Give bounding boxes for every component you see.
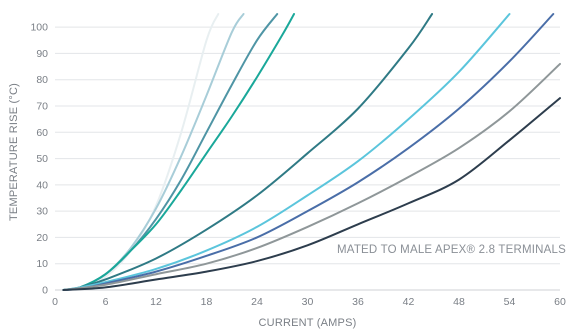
- y-tick-label: 0: [42, 285, 48, 297]
- x-tick-label: 6: [103, 296, 109, 308]
- tick-labels: 0 10 20 30 40 50 60 70 80 90 100 0 6 12 18 24 30 36 42 48 54…: [30, 22, 566, 308]
- y-tick-label: 80: [36, 74, 48, 86]
- y-tick-label: 100: [30, 22, 48, 34]
- y-tick-label: 40: [36, 179, 48, 191]
- series-line-8: [62, 62, 561, 291]
- y-axis-title: TEMPERATURE RISE (°C): [8, 83, 20, 221]
- x-tick-label: 12: [150, 296, 162, 308]
- y-tick-label: 20: [36, 232, 48, 244]
- terminal-annotation: MATED TO MALE APEX® 2.8 TERMINALS: [337, 244, 566, 256]
- series-line-4: [62, 13, 296, 291]
- grid: [55, 26, 560, 265]
- series-line-9: [62, 97, 561, 291]
- series-line-1: [62, 13, 220, 291]
- x-tick-label: 36: [352, 296, 364, 308]
- series-line-3: [62, 13, 279, 291]
- y-tick-label: 70: [36, 101, 48, 113]
- y-tick-label: 90: [36, 48, 48, 60]
- y-tick-label: 50: [36, 153, 48, 165]
- x-tick-label: 48: [453, 296, 465, 308]
- series-line-6: [62, 13, 511, 291]
- x-tick-label: 42: [403, 296, 415, 308]
- y-tick-label: 60: [36, 127, 48, 139]
- x-tick-label: 18: [201, 296, 213, 308]
- x-tick-label: 24: [251, 296, 263, 308]
- x-tick-label: 54: [504, 296, 516, 308]
- x-tick-label: 60: [554, 296, 566, 308]
- x-axis-title: CURRENT (AMPS): [259, 317, 357, 329]
- series-line-2: [62, 13, 245, 291]
- y-tick-label: 10: [36, 258, 48, 270]
- series-line-7: [62, 13, 555, 291]
- x-tick-label: 30: [302, 296, 314, 308]
- y-tick-label: 30: [36, 206, 48, 218]
- series-layer: [62, 13, 561, 291]
- x-tick-label: 0: [52, 296, 58, 308]
